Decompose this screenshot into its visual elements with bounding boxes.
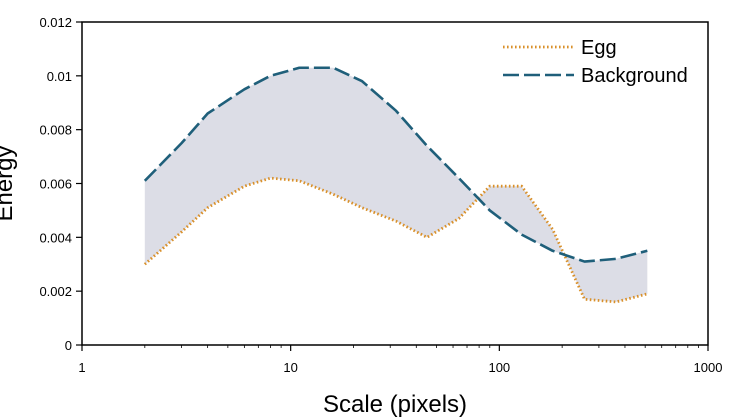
series-line-background (143, 66, 648, 263)
x-tick-label: 10 (283, 360, 297, 375)
y-tick-label: 0.004 (39, 230, 72, 245)
series-line-egg (143, 176, 648, 304)
series-layer (143, 66, 648, 304)
legend: Egg Background (503, 37, 688, 87)
x-tick-label: 100 (488, 360, 510, 375)
legend-label-background: Background (581, 65, 688, 87)
fill-between-layer (144, 67, 648, 302)
x-axis-ticks: 1 10 100 1000 (78, 345, 722, 375)
y-tick-label: 0.008 (39, 123, 72, 138)
y-tick-label: 0.012 (39, 15, 72, 30)
y-tick-label: 0 (65, 338, 72, 353)
x-tick-label: 1 (78, 360, 85, 375)
x-axis-label: Scale (pixels) (323, 391, 467, 418)
y-axis-label: Energy (0, 145, 18, 221)
y-tick-label: 0.002 (39, 284, 72, 299)
legend-label-egg: Egg (581, 37, 617, 59)
x-tick-label: 1000 (694, 360, 723, 375)
y-tick-label: 0.01 (47, 69, 72, 84)
y-tick-label: 0.006 (39, 177, 72, 192)
fill-between-area (144, 67, 648, 302)
y-axis-ticks: 0 0.002 0.004 0.006 0.008 0.01 0.012 (39, 15, 82, 353)
